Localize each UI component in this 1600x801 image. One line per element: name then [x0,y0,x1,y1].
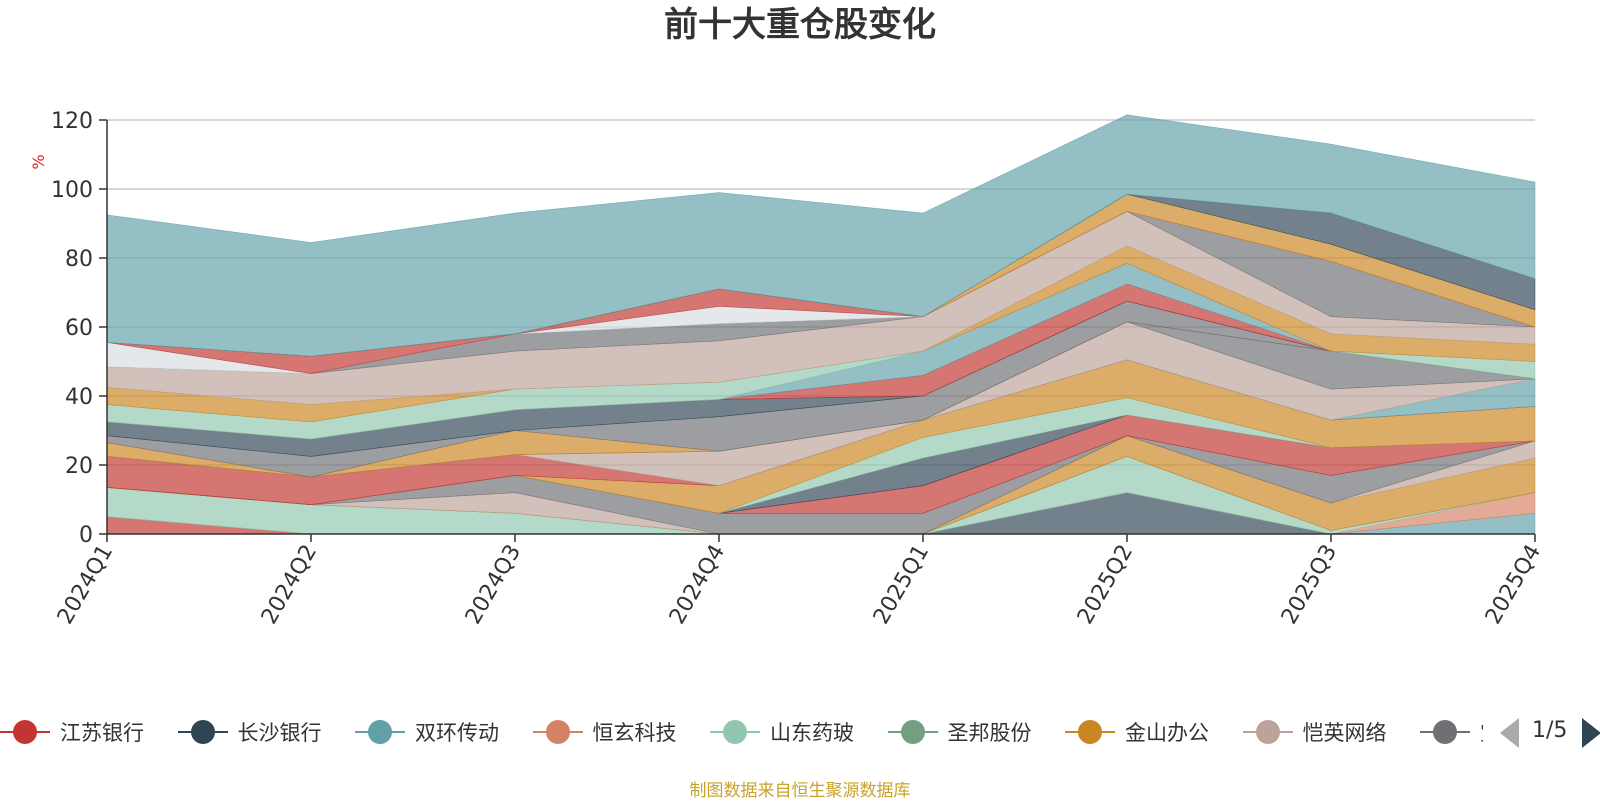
y-axis-unit-label: % [29,154,48,169]
circle-marker-icon [355,719,405,745]
chart-title: 前十大重仓股变化 [664,5,936,45]
legend-label: 圣邦股份 [947,721,1032,745]
circle-marker-icon [710,719,760,745]
x-tick-label: 2025Q3 [1277,541,1342,629]
legend-item[interactable]: 山东药玻 [710,712,854,752]
x-tick-label: 2024Q3 [461,541,526,629]
legend-item[interactable]: 宝 [1420,712,1483,752]
x-tick-label: 2025Q1 [869,541,934,629]
legend-label: 山东药玻 [770,721,854,745]
circle-marker-icon [177,719,228,745]
y-tick-label: 0 [79,523,93,548]
legend: 江苏银行 长沙银行 双环传动 恒玄科技 山东药玻 圣邦股份 金山办公 恺英网络 宝 [0,712,1483,752]
circle-marker-icon [1065,719,1115,745]
circle-marker-icon [532,719,583,745]
circle-marker-icon [1420,719,1470,745]
y-tick-label: 100 [51,178,93,203]
legend-item[interactable]: 双环传动 [355,712,499,752]
source-note: 制图数据来自恒生聚源数据库 [689,781,911,801]
legend-pager: 1/5 [1497,712,1600,752]
triangle-right-icon[interactable] [1582,718,1600,748]
y-tick-label: 20 [65,454,93,479]
x-tick-label: 2024Q2 [257,541,322,629]
x-tick-label: 2024Q1 [53,541,118,629]
legend-label: 宝 [1480,717,1483,747]
y-tick-label: 120 [51,109,93,134]
legend-label: 江苏银行 [60,721,144,745]
legend-label: 金山办公 [1125,721,1209,745]
legend-item[interactable]: 江苏银行 [0,712,144,752]
legend-label: 双环传动 [415,721,499,745]
x-tick-label: 2025Q2 [1073,541,1138,629]
y-tick-label: 80 [65,247,93,272]
circle-marker-icon [887,719,938,745]
area-layer [106,114,1536,535]
legend-item[interactable]: 恒玄科技 [532,712,677,752]
legend-page-indicator: 1/5 [1532,718,1568,743]
legend-label: 恒玄科技 [592,721,677,745]
y-tick-label: 60 [65,316,93,341]
legend-item[interactable]: 圣邦股份 [887,712,1032,752]
legend-item[interactable]: 长沙银行 [177,712,322,752]
legend-label: 长沙银行 [237,721,322,745]
circle-marker-icon [0,719,50,745]
circle-marker-icon [1242,719,1293,745]
legend-label: 恺英网络 [1302,721,1387,745]
x-tick-label: 2025Q4 [1481,541,1546,629]
legend-item[interactable]: 金山办公 [1065,712,1209,752]
x-tick-label: 2024Q4 [665,541,730,629]
y-tick-label: 40 [65,385,93,410]
triangle-left-icon[interactable] [1500,718,1519,748]
area-series-31 [106,114,1536,357]
legend-item[interactable]: 恺英网络 [1242,712,1387,752]
